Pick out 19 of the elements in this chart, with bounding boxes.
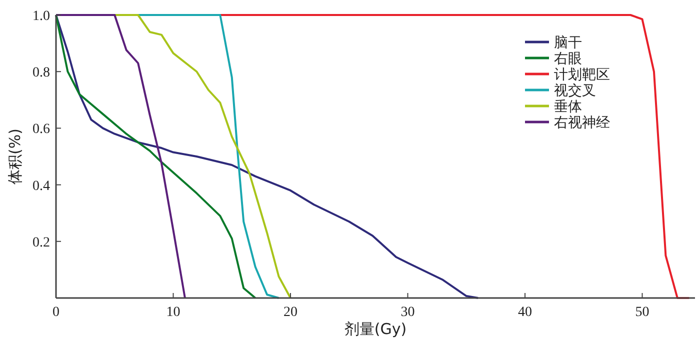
legend-label: 垂体 — [554, 99, 582, 115]
legend-label: 右眼 — [554, 51, 582, 67]
y-tick-label: 0.8 — [32, 66, 50, 81]
y-tick-label: 1.0 — [32, 9, 50, 24]
x-tick-label: 40 — [518, 305, 532, 320]
x-tick-label: 30 — [400, 305, 415, 320]
x-tick-label: 10 — [166, 305, 180, 320]
y-axis-title: 体积(%) — [6, 128, 24, 184]
y-tick-label: 0.2 — [32, 235, 50, 250]
legend-label: 视交叉 — [554, 83, 596, 99]
legend-label: 计划靶区 — [554, 67, 610, 83]
y-tick-label: 0.6 — [32, 122, 50, 138]
x-tick-label: 50 — [635, 305, 650, 320]
y-tick-label: 0.4 — [32, 178, 50, 194]
x-tick-label: 20 — [283, 305, 298, 320]
legend-label: 右视神经 — [554, 115, 610, 131]
legend-label: 脑干 — [554, 35, 582, 51]
x-axis-title: 剂量(Gy) — [344, 320, 407, 338]
x-tick-label: 0 — [52, 305, 60, 320]
